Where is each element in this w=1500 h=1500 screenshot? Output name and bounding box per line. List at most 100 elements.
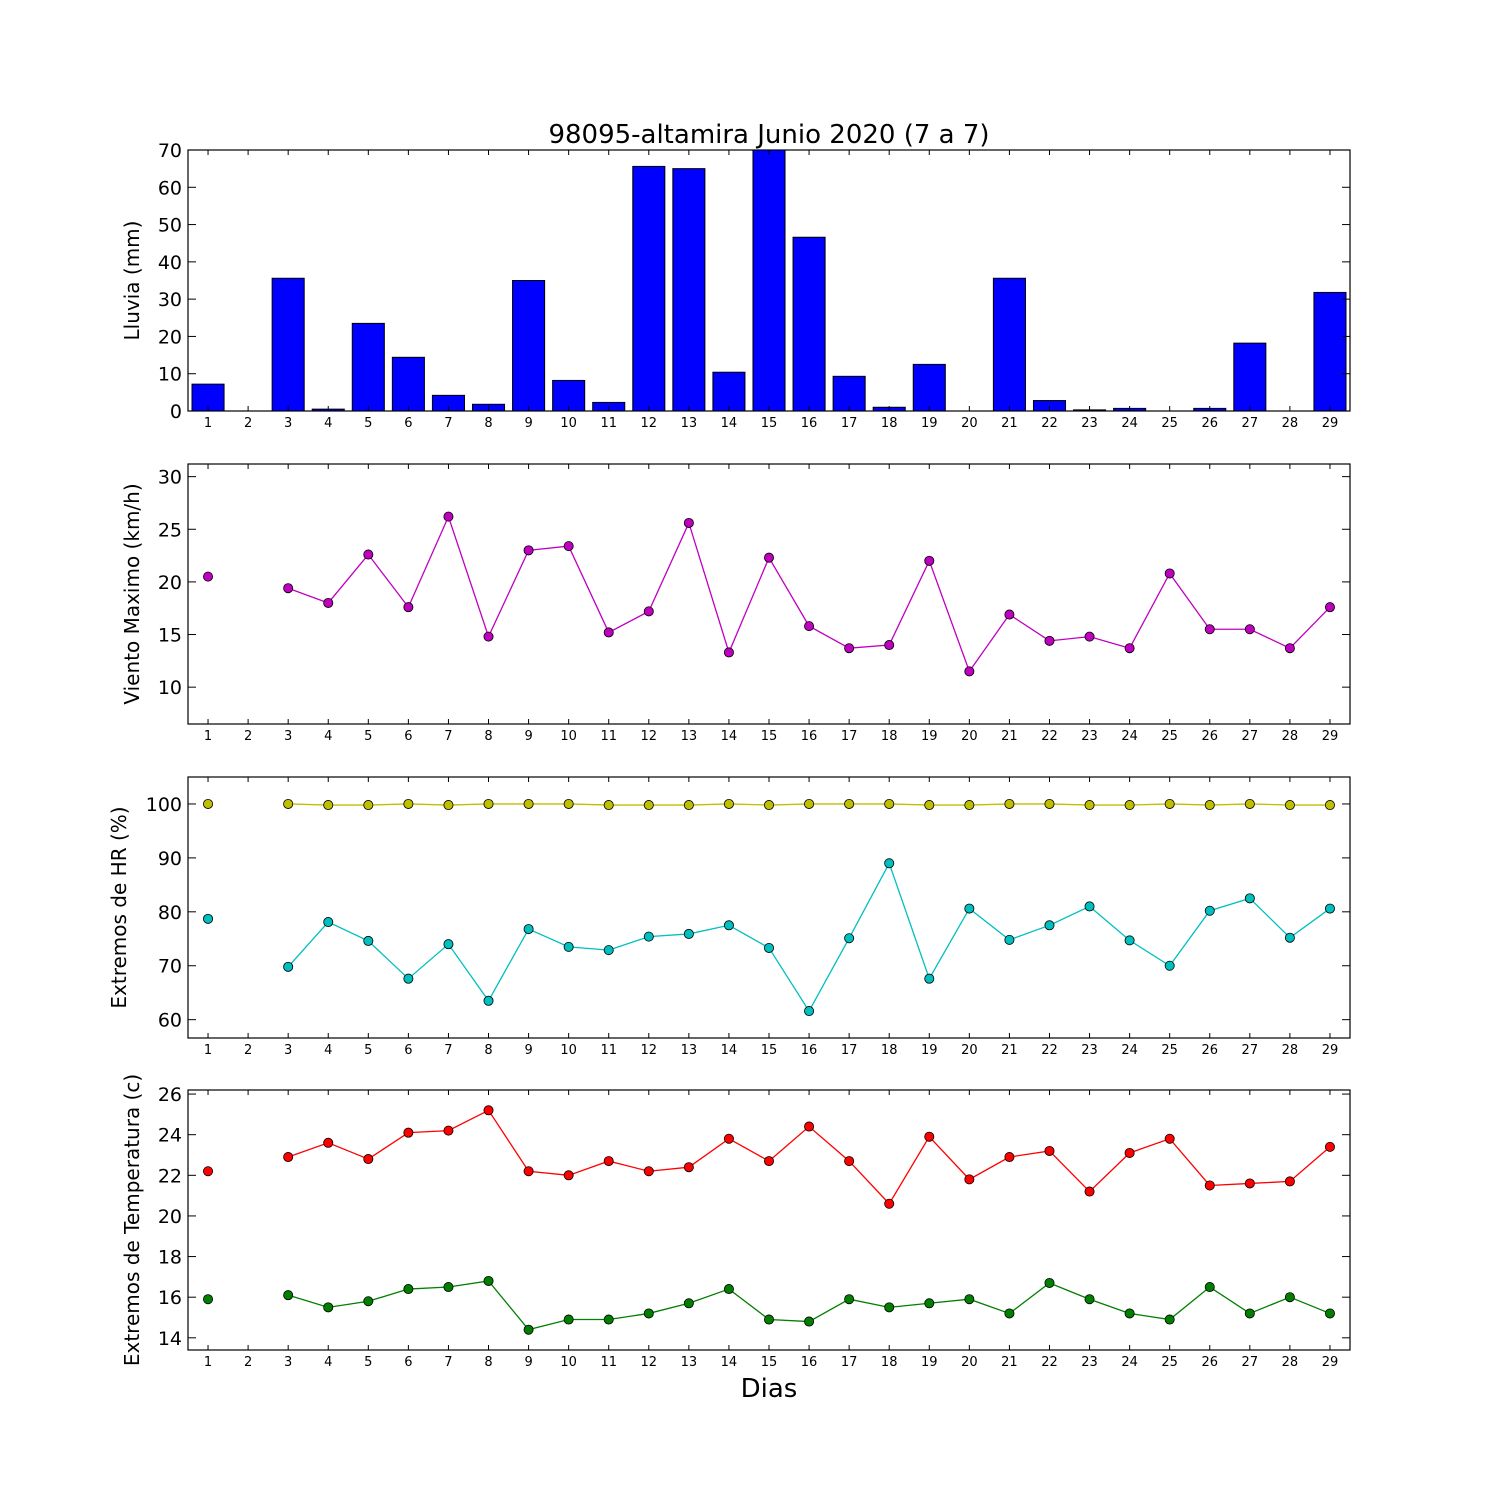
series-2-point-day-20 bbox=[964, 1294, 975, 1305]
x-tick-label: 29 bbox=[1322, 1355, 1339, 1370]
y-axis-label: Viento Maximo (km/h) bbox=[120, 483, 144, 704]
x-tick-label: 10 bbox=[560, 729, 577, 744]
series-2-point-day-16 bbox=[804, 1316, 815, 1327]
x-tick-label: 5 bbox=[364, 729, 372, 744]
x-tick-label: 21 bbox=[1001, 729, 1018, 744]
series-1-point-day-19 bbox=[924, 555, 935, 566]
series-2-point-day-10 bbox=[563, 941, 574, 952]
series-2-point-day-16 bbox=[804, 1006, 815, 1017]
x-tick-label: 29 bbox=[1322, 1043, 1339, 1058]
series-1-point-day-10 bbox=[563, 1170, 574, 1181]
x-tick-label: 28 bbox=[1282, 1355, 1299, 1370]
x-tick-label: 21 bbox=[1001, 1043, 1018, 1058]
bar-day-29 bbox=[1313, 291, 1347, 412]
x-tick-label: 14 bbox=[721, 1043, 738, 1058]
series-2-point-day-10 bbox=[563, 1314, 574, 1325]
y-tick-label: 30 bbox=[158, 467, 182, 489]
y-axis-label: Extremos de Temperatura (c) bbox=[120, 1074, 144, 1366]
series-1-point-day-8 bbox=[483, 631, 494, 642]
x-tick-label: 16 bbox=[801, 1355, 818, 1370]
series-2-point-day-3 bbox=[283, 961, 294, 972]
y-axis-label: Lluvia (mm) bbox=[120, 221, 144, 341]
series-2-point-day-18 bbox=[884, 1302, 895, 1313]
x-tick-label: 19 bbox=[921, 416, 938, 431]
series-1-point-day-12 bbox=[643, 1166, 654, 1177]
x-tick-label: 13 bbox=[681, 1355, 698, 1370]
series-1-point-day-12 bbox=[643, 606, 654, 617]
y-tick-label: 90 bbox=[158, 848, 182, 870]
series-1-point-day-4 bbox=[323, 597, 334, 608]
x-tick-label: 9 bbox=[524, 729, 532, 744]
series-2-point-day-17 bbox=[844, 1294, 855, 1305]
y-tick-label: 25 bbox=[158, 519, 182, 541]
y-tick-label: 60 bbox=[158, 177, 182, 199]
series-2-point-day-7 bbox=[443, 1282, 454, 1293]
series-1-point-day-27 bbox=[1244, 798, 1255, 809]
series-2-point-day-4 bbox=[323, 1302, 334, 1313]
y-tick-label: 22 bbox=[158, 1165, 182, 1187]
y-tick-label: 20 bbox=[158, 326, 182, 348]
series-2-point-day-1 bbox=[203, 913, 214, 924]
y-tick-label: 30 bbox=[158, 289, 182, 311]
series-1-point-day-27 bbox=[1244, 1178, 1255, 1189]
series-2-point-day-28 bbox=[1284, 1292, 1295, 1303]
series-2-point-day-19 bbox=[924, 1298, 935, 1309]
x-tick-label: 27 bbox=[1242, 416, 1259, 431]
series-1-point-day-24 bbox=[1124, 1147, 1135, 1158]
series-1-point-day-16 bbox=[804, 798, 815, 809]
series-2-point-day-9 bbox=[523, 924, 534, 935]
x-axis-label: Dias bbox=[741, 1374, 798, 1404]
series-2-point-day-22 bbox=[1044, 920, 1055, 931]
y-tick-label: 80 bbox=[158, 902, 182, 924]
x-tick-label: 11 bbox=[600, 1043, 617, 1058]
series-1-point-day-1 bbox=[203, 1166, 214, 1177]
series-1-point-day-7 bbox=[443, 511, 454, 522]
y-tick-label: 0 bbox=[170, 401, 182, 423]
bar-day-19 bbox=[912, 363, 946, 412]
series-1-point-day-23 bbox=[1084, 1186, 1095, 1197]
x-tick-label: 12 bbox=[641, 729, 658, 744]
x-tick-label: 5 bbox=[364, 1355, 372, 1370]
x-tick-label: 17 bbox=[841, 1355, 858, 1370]
x-tick-label: 6 bbox=[404, 1355, 412, 1370]
series-2-point-day-21 bbox=[1004, 934, 1015, 945]
series-2-point-day-12 bbox=[643, 931, 654, 942]
x-tick-label: 18 bbox=[881, 729, 898, 744]
panels: 1 2 3 4 5 6 7 8 9 10 11 12 13 14 15 16 17 18 19 20 21 22 23 24 2… bbox=[107, 140, 1351, 1370]
series-1-point-day-26 bbox=[1204, 800, 1215, 811]
x-tick-label: 22 bbox=[1041, 1355, 1058, 1370]
x-tick-label: 6 bbox=[404, 1043, 412, 1058]
series-2-point-day-24 bbox=[1124, 935, 1135, 946]
x-tick-label: 11 bbox=[600, 729, 617, 744]
series-1-point-day-3 bbox=[283, 583, 294, 594]
x-tick-label: 17 bbox=[841, 1043, 858, 1058]
series-1-point-day-19 bbox=[924, 1131, 935, 1142]
x-tick-label: 2 bbox=[244, 729, 252, 744]
x-tick-label: 3 bbox=[284, 1043, 292, 1058]
series-2-point-day-28 bbox=[1284, 932, 1295, 943]
series-1-point-day-4 bbox=[323, 1137, 334, 1148]
series-2-point-day-23 bbox=[1084, 1294, 1095, 1305]
x-tick-label: 29 bbox=[1322, 416, 1339, 431]
y-tick-label: 10 bbox=[158, 364, 182, 386]
x-tick-label: 11 bbox=[600, 1355, 617, 1370]
series-1-point-day-22 bbox=[1044, 1145, 1055, 1156]
panel-3: 1 2 3 4 5 6 7 8 9 10 11 12 13 14 15 16 17 18 19 20 21 22 23 24 2… bbox=[107, 776, 1351, 1058]
series-1-point-day-24 bbox=[1124, 643, 1135, 654]
y-tick-label: 70 bbox=[158, 140, 182, 162]
series-1-point-day-24 bbox=[1124, 800, 1135, 811]
bar-day-27 bbox=[1233, 342, 1267, 412]
x-tick-label: 13 bbox=[681, 729, 698, 744]
x-tick-label: 16 bbox=[801, 416, 818, 431]
x-tick-label: 25 bbox=[1161, 1355, 1178, 1370]
x-tick-label: 14 bbox=[721, 416, 738, 431]
series-2-point-day-21 bbox=[1004, 1308, 1015, 1319]
series-1-point-day-13 bbox=[683, 1162, 694, 1173]
series-1-point-day-10 bbox=[563, 541, 574, 552]
series-2-point-day-20 bbox=[964, 903, 975, 914]
bar-day-21 bbox=[992, 277, 1026, 412]
x-tick-label: 25 bbox=[1161, 416, 1178, 431]
x-tick-label: 6 bbox=[404, 729, 412, 744]
series-2-point-day-9 bbox=[523, 1324, 534, 1335]
series-1-point-day-3 bbox=[283, 1152, 294, 1163]
